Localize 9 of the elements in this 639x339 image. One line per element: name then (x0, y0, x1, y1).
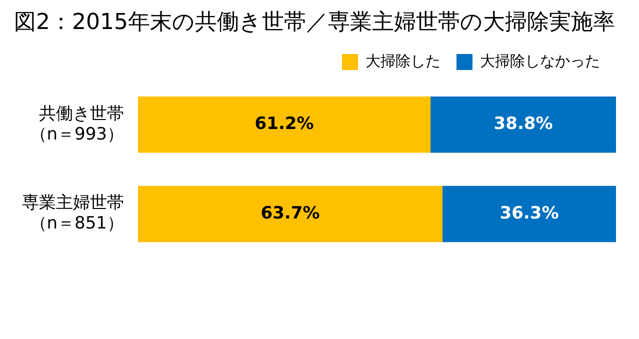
legend-label: 大掃除した (366, 52, 440, 70)
chart-title: 図2：2015年末の共働き世帯／専業主婦世帯の大掃除実施率 (14, 9, 616, 37)
data-label: 61.2% (254, 114, 314, 134)
y-tick-label: 共働き世帯（n＝993） (30, 104, 124, 144)
data-label: 36.3% (500, 203, 559, 224)
data-label: 63.7% (260, 203, 320, 224)
data-label: 38.8% (494, 114, 553, 134)
legend-label: 大掃除しなかった (480, 52, 600, 70)
y-tick-label: 専業主婦世帯（n＝851） (22, 193, 124, 234)
